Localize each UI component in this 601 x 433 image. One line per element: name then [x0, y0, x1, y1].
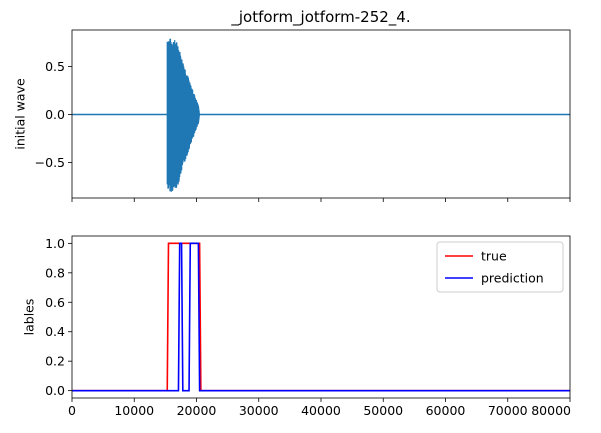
- bottom-y-tick-label: 1.0: [45, 236, 65, 251]
- bottom-y-tick-label: 0.8: [45, 265, 65, 280]
- wave-signal-burst: [166, 38, 200, 192]
- top-axes-frame: [71, 29, 571, 199]
- bottom-x-tick-label: 70000: [488, 403, 528, 418]
- top-y-axis-label: initial wave: [13, 78, 28, 150]
- chart-legend: true prediction: [436, 241, 564, 293]
- bottom-x-tick-label: 10000: [114, 403, 154, 418]
- legend-box: [436, 241, 564, 293]
- bottom-axes-frame: [71, 235, 571, 399]
- top-axis-ticks: 0.5 0.0 −0.5: [35, 59, 571, 202]
- bottom-x-tick-label: 50000: [363, 403, 403, 418]
- bottom-x-tick-label: 40000: [301, 403, 341, 418]
- labels-subplot: lables 0.0 0.2 0.4 0.6 0.8 1.0 0 10000 20000 3000…: [22, 235, 571, 418]
- bottom-x-tick-label: 20000: [177, 403, 217, 418]
- top-y-tick-label: 0.0: [45, 107, 65, 122]
- bottom-x-tick-label: 60000: [426, 403, 466, 418]
- bottom-plot-area: [72, 242, 570, 392]
- bottom-y-axis-label: lables: [22, 299, 37, 336]
- top-plot-area: [72, 38, 570, 192]
- top-chart-title: _jotform_jotform-252_4.: [230, 8, 410, 27]
- legend-label-true: true: [481, 249, 507, 264]
- top-y-tick-label: −0.5: [35, 155, 65, 170]
- bottom-x-tick-label: 80000: [531, 403, 571, 418]
- bottom-axis-ticks: 0.0 0.2 0.4 0.6 0.8 1.0 0 10000 20000 30000 40000 5…: [45, 236, 571, 418]
- top-y-tick-label: 0.5: [45, 59, 65, 74]
- bottom-x-tick-label: 0: [68, 403, 76, 418]
- bottom-y-tick-label: 0.4: [45, 324, 65, 339]
- series-line-prediction: [72, 242, 570, 392]
- bottom-y-tick-label: 0.6: [45, 295, 65, 310]
- legend-label-prediction: prediction: [481, 271, 544, 286]
- waveform-subplot: _jotform_jotform-252_4. initial wave 0.5…: [13, 8, 571, 202]
- bottom-y-tick-label: 0.2: [45, 354, 65, 369]
- bottom-y-tick-label: 0.0: [45, 383, 65, 398]
- bottom-x-tick-label: 30000: [239, 403, 279, 418]
